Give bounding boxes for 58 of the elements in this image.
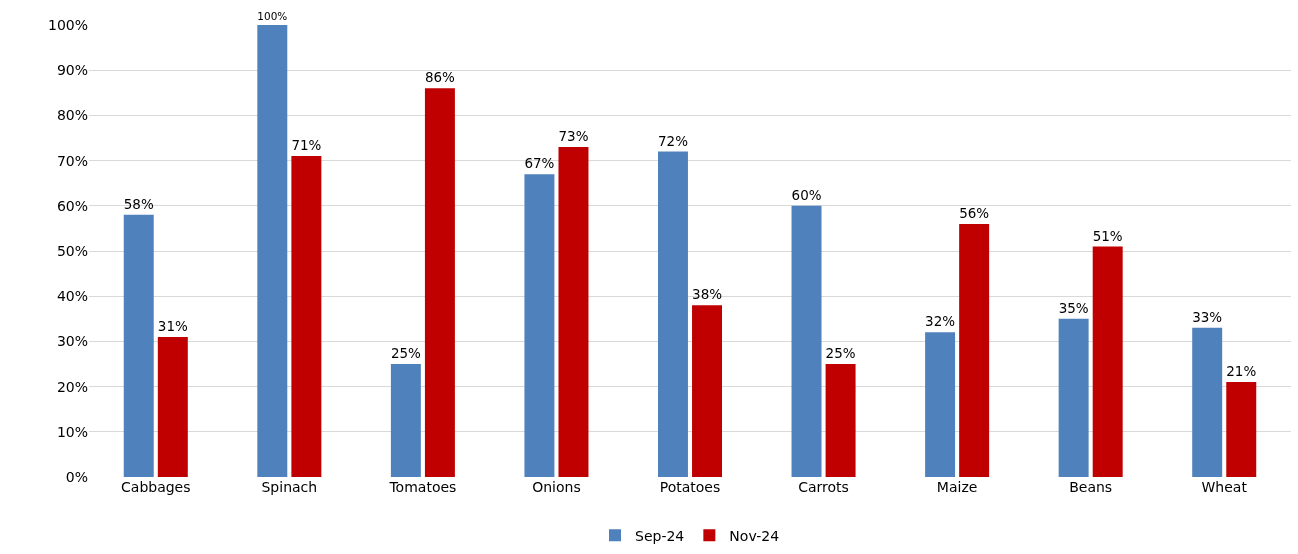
data-label: 71% (291, 137, 322, 154)
bar (157, 336, 188, 477)
data-label: 32% (925, 313, 956, 330)
bar (123, 214, 154, 477)
bar (257, 25, 288, 477)
data-label: 31% (157, 317, 188, 334)
data-label: 21% (1226, 363, 1257, 380)
y-tick-label: 100% (47, 16, 88, 33)
data-label: 25% (825, 345, 856, 362)
bar (959, 223, 990, 477)
x-tick-label: Cabbages (121, 479, 191, 495)
y-tick-label: 50% (56, 242, 88, 259)
bar (925, 332, 956, 477)
data-label: 58% (123, 195, 154, 212)
y-tick-label: 10% (56, 423, 88, 440)
data-label: 73% (558, 128, 589, 145)
x-tick-label: Potatoes (659, 479, 721, 495)
legend-label: Nov-24 (729, 527, 780, 544)
bar (825, 364, 856, 477)
data-label: 33% (1192, 308, 1223, 325)
x-tick-label: Tomatoes (388, 479, 457, 495)
data-label: 56% (959, 204, 990, 221)
data-label: 67% (524, 155, 555, 172)
y-tick-label: 30% (56, 333, 88, 350)
x-tick-label: Onions (532, 479, 581, 495)
bar (791, 205, 822, 477)
bar (291, 156, 322, 477)
y-tick-label: 0% (65, 468, 88, 485)
y-tick-label: 60% (56, 197, 88, 214)
data-label: 35% (1058, 299, 1089, 316)
data-label: 100% (257, 9, 288, 22)
bar (524, 174, 555, 477)
y-tick-label: 90% (56, 62, 88, 79)
x-tick-label: Carrots (798, 479, 849, 495)
x-tick-label: Spinach (261, 479, 318, 495)
bar (390, 364, 421, 477)
y-tick-label: 40% (56, 288, 88, 305)
legend-label: Sep-24 (635, 527, 685, 544)
bar (424, 88, 455, 477)
x-tick-label: Wheat (1201, 479, 1248, 495)
data-label: 51% (1092, 227, 1123, 244)
y-tick-label: 20% (56, 378, 88, 395)
data-label: 25% (390, 345, 422, 362)
bar (657, 151, 688, 477)
bar (1192, 327, 1223, 477)
bar (692, 305, 723, 477)
data-label: 60% (791, 186, 822, 203)
data-label: 38% (692, 286, 723, 303)
data-label: 86% (424, 69, 456, 86)
x-tick-label: Maize (936, 479, 978, 495)
y-tick-label: 80% (56, 107, 88, 124)
y-tick-label: 70% (56, 152, 88, 169)
data-label: 72% (658, 132, 689, 149)
bar (1092, 246, 1123, 477)
bar (1226, 382, 1257, 477)
x-tick-label: Beans (1069, 479, 1113, 495)
bar (1058, 318, 1089, 477)
bar (558, 147, 589, 477)
